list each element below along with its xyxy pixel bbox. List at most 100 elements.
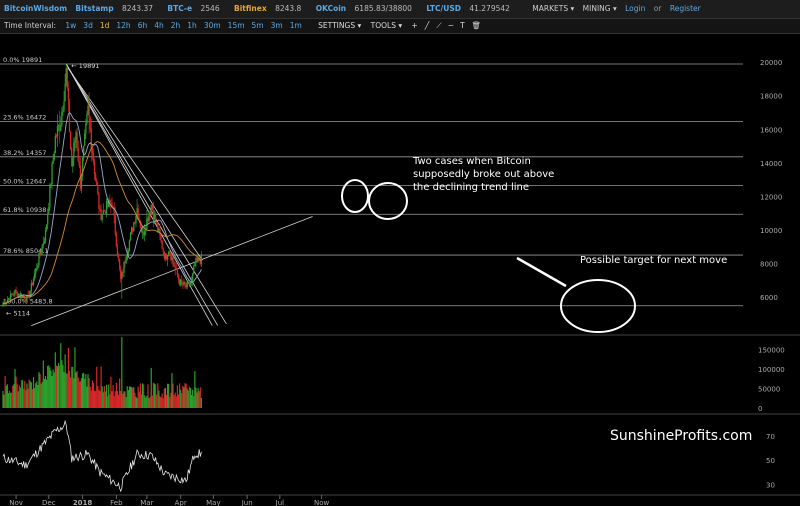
ticker-bitstamp[interactable]: Bitstamp 8243.37	[75, 0, 159, 18]
candle-down	[161, 240, 163, 249]
volume-bar-down	[8, 390, 11, 408]
candle-down	[159, 228, 161, 236]
candle-up	[50, 184, 52, 185]
volume-bar-down	[18, 385, 20, 408]
volume-bar-up	[26, 383, 28, 408]
volume-bar-up	[43, 378, 46, 408]
candle-down	[160, 235, 162, 241]
volume-bar-up	[62, 364, 64, 408]
candle-up	[26, 295, 28, 301]
volume-bar-down	[20, 380, 23, 408]
ticker-name: Bitfinex	[233, 4, 267, 13]
ray-icon[interactable]: ⟋	[436, 21, 442, 30]
interval-5m[interactable]: 5m	[251, 21, 264, 30]
interval-4h[interactable]: 4h	[154, 21, 164, 30]
volume-bar-down	[12, 385, 14, 408]
candle-down	[96, 180, 98, 185]
fibonacci-levels: 0.0% 19891 23.6% 16472 38.2% 14357 50.0% 12…	[0, 56, 743, 307]
price-chart[interactable]: 0.0% 19891 23.6% 16472 38.2% 14357 50.0% 12…	[0, 34, 800, 506]
candle-down	[90, 129, 92, 149]
line-draw-icon[interactable]: ╱	[424, 21, 430, 30]
hline-icon[interactable]: ─	[448, 21, 454, 30]
text-icon[interactable]: T	[460, 21, 465, 30]
volume-bar-down	[23, 389, 25, 408]
volume-bar-down	[95, 391, 97, 408]
candle-up	[40, 252, 42, 255]
volume-bar-up	[83, 372, 85, 408]
interval-2h[interactable]: 2h	[170, 21, 181, 30]
breakout-annotation-line: the declining trend line	[413, 182, 529, 193]
time-tick-label: Jun	[241, 499, 253, 506]
breakout-annotation-line: Two cases when Bitcoin	[412, 156, 531, 167]
plus-icon[interactable]: +	[411, 21, 418, 30]
interval-15m[interactable]: 15m	[227, 21, 245, 30]
register-link[interactable]: Register	[669, 4, 701, 13]
settings-menu[interactable]: SETTINGS ▾	[318, 21, 362, 30]
volume-bar-up	[63, 371, 65, 408]
volume-bar-down	[188, 386, 190, 408]
volume-bar-up	[105, 384, 108, 408]
volume-bar-down	[31, 389, 34, 408]
volume-bar-down	[137, 386, 139, 408]
candle-up	[153, 213, 156, 220]
ticker-okcoin[interactable]: OKCoin 6185.83/38800	[316, 0, 418, 18]
volume-bar-up	[74, 347, 76, 408]
candle-up	[148, 213, 150, 222]
interval-1m[interactable]: 1m	[289, 21, 302, 30]
interval-30m[interactable]: 30m	[203, 21, 221, 30]
volume-bar-up	[133, 387, 135, 408]
volume-bar-down	[11, 392, 13, 408]
volume-bar-down	[174, 392, 176, 408]
volume-bar-up	[32, 377, 35, 408]
volume-bar-down	[155, 384, 157, 408]
trash-icon[interactable]: 🗑	[471, 21, 482, 30]
volume-bar-up	[35, 383, 37, 408]
candle-up	[44, 230, 47, 242]
oscillator-tick-label: 50	[766, 457, 775, 465]
volume-bar-down	[173, 395, 175, 408]
target-annotation: Possible target for next move	[580, 255, 727, 266]
ticker-name: OKCoin	[315, 4, 347, 13]
interval-1w[interactable]: 1w	[65, 21, 77, 30]
interval-3d[interactable]: 3d	[83, 21, 93, 30]
candle-down	[88, 105, 90, 118]
interval-6h[interactable]: 6h	[137, 21, 148, 30]
interval-3m[interactable]: 3m	[270, 21, 283, 30]
ticker-ltcusd[interactable]: LTC/USD 41.279542	[426, 0, 516, 18]
volume-bar-down	[97, 385, 99, 408]
candle-down	[178, 279, 181, 286]
interval-1d[interactable]: 1d	[99, 21, 110, 30]
candle-down	[24, 296, 26, 300]
mining-menu[interactable]: MINING ▾	[582, 4, 617, 13]
interval-12h[interactable]: 12h	[116, 21, 131, 30]
candle-up	[35, 268, 37, 274]
volume-bar-up	[126, 386, 128, 408]
volume-bar-down	[176, 385, 178, 408]
interval-1h[interactable]: 1h	[187, 21, 197, 30]
volume-bar-up	[36, 381, 38, 408]
ticker-bitfinex[interactable]: Bitfinex 8243.8	[234, 0, 307, 18]
volume-bar-down	[104, 391, 107, 408]
volume-bar-up	[56, 366, 59, 408]
candle-up	[38, 253, 40, 266]
candle-down	[175, 268, 177, 269]
login-link[interactable]: Login	[625, 4, 646, 13]
volume-bar-down	[79, 381, 81, 408]
candle-up	[33, 273, 36, 279]
markets-menu[interactable]: MARKETS ▾	[532, 4, 575, 13]
volume-bar-up	[193, 396, 195, 408]
ticker-btce[interactable]: BTC-e 2546	[167, 0, 225, 18]
candle-up	[57, 124, 60, 127]
candle-up	[197, 257, 199, 261]
brand-logo[interactable]: BitcoinWisdom	[4, 4, 68, 13]
annotations: ← 19891 ← 5114 Two cases when Bitcoin suppo…	[6, 62, 752, 444]
tools-menu[interactable]: TOOLS ▾	[370, 21, 403, 30]
candle-up	[105, 200, 108, 215]
candle-down	[170, 253, 172, 260]
high-price-label: ← 19891	[71, 62, 99, 70]
volume-bar-down	[78, 381, 80, 408]
volume-bar-up	[50, 370, 52, 408]
moving-averages	[2, 111, 202, 305]
candle-up	[150, 205, 152, 214]
candle-down	[199, 260, 201, 264]
